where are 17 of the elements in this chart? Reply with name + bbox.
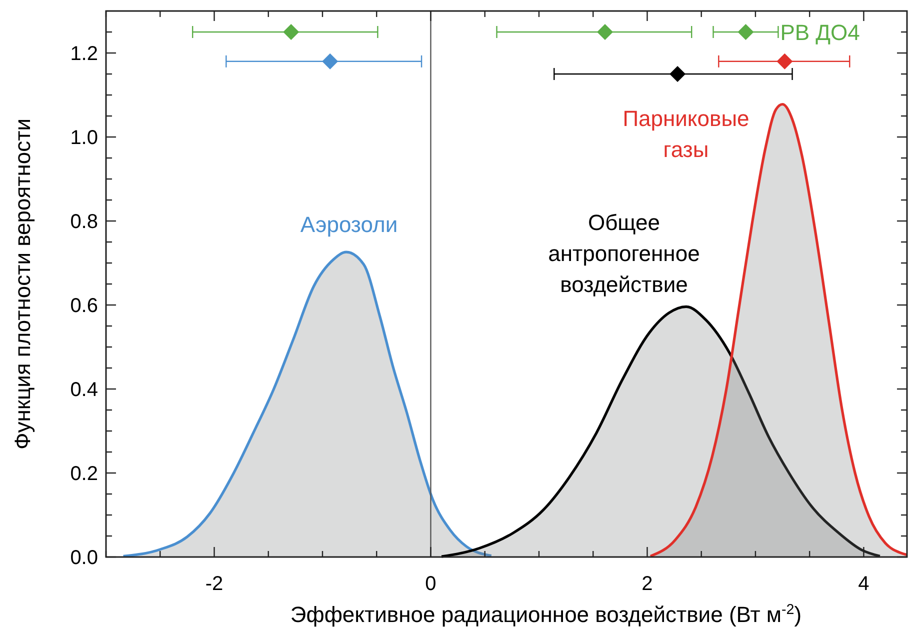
y-tick-label: 1.0 [70, 127, 98, 149]
x-axis-title: Эффективное радиационное воздействие (Вт м$^{-2}$) [290, 602, 802, 627]
series-label: РВ ДО4 [780, 20, 860, 45]
y-axis-title: Функция плотности вероятности [10, 118, 35, 450]
x-tick-label: -2 [205, 573, 224, 595]
y-tick-label: 0.0 [70, 547, 98, 569]
y-tick-label: 0.4 [70, 379, 98, 401]
series-label: Парниковые газы [622, 106, 750, 162]
series-label: Аэрозоли [300, 212, 398, 237]
x-tick-label: 0 [425, 573, 436, 595]
y-tick-label: 0.6 [70, 295, 98, 317]
x-tick-label: 4 [858, 573, 870, 595]
y-tick-label: 1.2 [70, 43, 98, 65]
x-tick-label: 2 [642, 573, 653, 595]
series-label: Общее антропогенное воздействие [548, 210, 700, 297]
y-tick-label: 0.8 [70, 211, 98, 233]
y-tick-label: 0.2 [70, 463, 98, 485]
